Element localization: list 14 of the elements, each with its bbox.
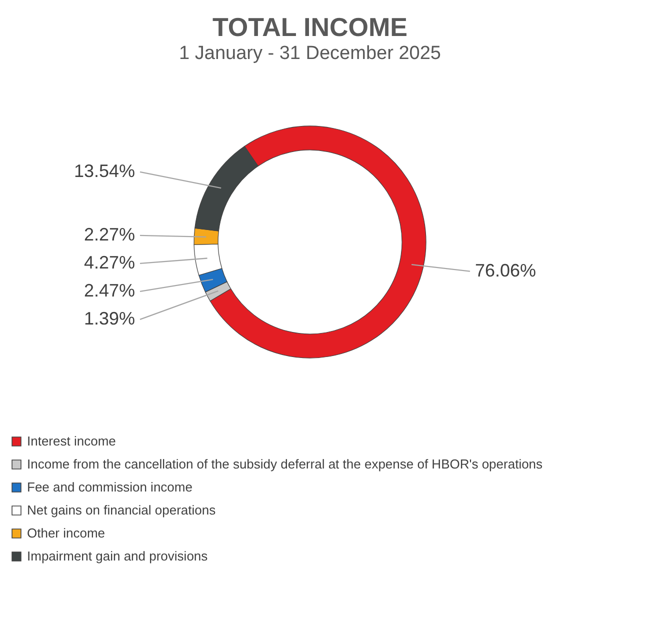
data-label: 1.39% [84, 308, 135, 328]
data-label: 4.27% [84, 252, 135, 272]
legend-label: Impairment gain and provisions [27, 548, 208, 564]
legend-label: Net gains on financial operations [27, 502, 216, 518]
legend-label: Interest income [27, 434, 116, 448]
chart-title: TOTAL INCOME [212, 12, 408, 42]
legend-label: Other income [27, 526, 106, 540]
data-label: 13.54% [74, 160, 135, 181]
legend-label: Income from the cancellation of the subsidy deferral at the expense of HBOR's operations [27, 456, 544, 472]
data-label: 76.06% [475, 260, 536, 280]
data-label: 2.27% [84, 224, 135, 244]
legend-label: Fee and commission income [27, 480, 192, 494]
data-label: 2.47% [84, 280, 135, 300]
chart-subtitle: 1 January - 31 December 2025 [179, 43, 441, 64]
